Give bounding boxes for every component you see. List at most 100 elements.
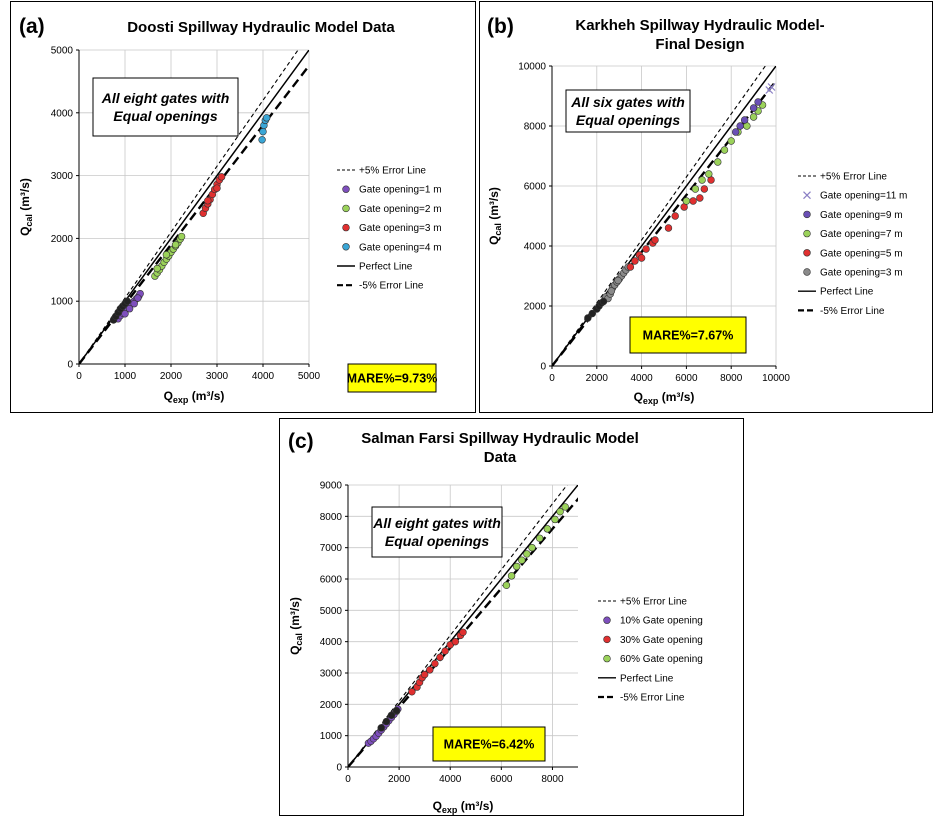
x-tick-label: 3000 bbox=[206, 371, 229, 382]
data-point bbox=[382, 717, 391, 726]
chart-panel-b: (b) Karkheh Spillway Hydraulic Model- Fina… bbox=[479, 1, 933, 413]
legend-label: Gate opening=11 m bbox=[820, 191, 907, 202]
data-point bbox=[123, 297, 132, 305]
legend-marker-swatch bbox=[342, 243, 350, 251]
y-tick-label: 0 bbox=[540, 362, 546, 373]
x-tick-label: 0 bbox=[345, 774, 351, 785]
y-axis-label-sub: cal bbox=[294, 633, 304, 646]
legend-label: Gate opening=5 m bbox=[820, 248, 903, 259]
y-axis-label: Qcal (m³/s) bbox=[18, 178, 34, 236]
x-axis-label-unit: (m³/s) bbox=[658, 390, 694, 404]
x-tick-label: 2000 bbox=[160, 371, 183, 382]
data-point bbox=[731, 128, 740, 136]
y-axis-label-main: Q bbox=[288, 646, 302, 655]
y-tick-label: 3000 bbox=[320, 669, 343, 680]
annotation-text: All six gates with bbox=[570, 94, 685, 110]
panel-label: (b) bbox=[487, 15, 514, 38]
data-point bbox=[512, 562, 521, 571]
plot-area bbox=[79, 50, 309, 364]
y-axis-label-unit: (m³/s) bbox=[288, 597, 302, 633]
x-tick-label: 6000 bbox=[675, 373, 698, 384]
annotation-text: All eight gates with bbox=[101, 90, 230, 106]
data-point bbox=[134, 294, 142, 302]
legend-marker-swatch bbox=[603, 654, 611, 663]
y-axis-label-sub: cal bbox=[24, 214, 34, 227]
annotation-box bbox=[565, 89, 691, 133]
legend-marker-swatch bbox=[803, 249, 811, 257]
data-point bbox=[259, 127, 267, 136]
data-point bbox=[177, 232, 186, 241]
data-point bbox=[258, 136, 266, 144]
data-point bbox=[740, 116, 749, 124]
x-axis-label-main: Q bbox=[634, 390, 643, 404]
y-tick-label: 3000 bbox=[51, 171, 74, 182]
legend-label: -5% Error Line bbox=[620, 693, 685, 704]
y-tick-label: 1000 bbox=[320, 731, 343, 742]
y-tick-label: 0 bbox=[67, 360, 73, 371]
y-tick-label: 4000 bbox=[51, 108, 74, 119]
legend-label: 30% Gate opening bbox=[620, 635, 703, 646]
chart-title: Final Design bbox=[655, 36, 744, 53]
legend-label: Gate opening=3 m bbox=[820, 268, 903, 279]
data-point bbox=[213, 184, 221, 192]
mare-badge bbox=[629, 316, 747, 354]
y-tick-label: 8000 bbox=[524, 122, 547, 133]
legend-marker-swatch bbox=[342, 223, 350, 232]
data-point bbox=[125, 305, 134, 313]
data-point bbox=[749, 113, 758, 121]
y-tick-label: 9000 bbox=[320, 481, 343, 492]
data-point bbox=[588, 309, 597, 318]
legend-marker-swatch bbox=[342, 204, 350, 213]
legend-label: Gate opening=9 m bbox=[820, 210, 903, 221]
mare-badge bbox=[347, 363, 437, 393]
mare-value: MARE%=7.67% bbox=[643, 329, 734, 343]
chart-title: Karkheh Spillway Hydraulic Model- bbox=[575, 17, 824, 34]
mare-badge bbox=[432, 726, 546, 762]
legend-label: 10% Gate opening bbox=[620, 616, 703, 627]
data-point bbox=[691, 185, 700, 193]
annotation-box bbox=[371, 506, 503, 558]
data-point bbox=[420, 670, 429, 679]
legend-label: Perfect Line bbox=[620, 673, 674, 684]
x-tick-label: 2000 bbox=[388, 774, 411, 785]
data-point bbox=[408, 688, 416, 696]
chart-panel-c: (c) Salman Farsi Spillway Hydraulic Model… bbox=[279, 418, 744, 816]
scatter-chart-a: (a) Doosti Spillway Hydraulic Model Data 0… bbox=[18, 15, 442, 405]
panel-label: (a) bbox=[19, 15, 45, 38]
data-point bbox=[556, 507, 564, 516]
data-point bbox=[561, 503, 569, 511]
x-axis-label: Qexp (m³/s) bbox=[634, 390, 695, 406]
data-point-cross bbox=[765, 86, 774, 94]
data-point bbox=[535, 534, 544, 542]
mare-value: MARE%=6.42% bbox=[444, 738, 535, 752]
data-point bbox=[171, 240, 180, 249]
chart-panel-a: (a) Doosti Spillway Hydraulic Model Data 0… bbox=[10, 1, 476, 413]
y-tick-label: 1000 bbox=[51, 297, 74, 308]
legend-marker-swatch bbox=[803, 268, 811, 276]
plot-area bbox=[552, 66, 776, 366]
annotation-text: Equal openings bbox=[385, 533, 489, 549]
x-axis-label-sub: exp bbox=[643, 396, 659, 406]
legend-label: -5% Error Line bbox=[820, 306, 885, 317]
annotation-box bbox=[92, 77, 239, 137]
data-point bbox=[204, 197, 212, 205]
y-axis-label-main: Q bbox=[487, 236, 501, 245]
data-point bbox=[696, 194, 704, 202]
data-point bbox=[749, 104, 758, 112]
data-point bbox=[153, 264, 161, 273]
y-axis-label: Qcal (m³/s) bbox=[487, 187, 503, 245]
data-point bbox=[689, 197, 697, 205]
y-tick-label: 0 bbox=[336, 763, 342, 774]
data-point bbox=[459, 628, 467, 636]
plus5-error-line bbox=[348, 485, 568, 767]
legend-marker-swatch bbox=[603, 616, 611, 624]
data-point bbox=[518, 556, 526, 564]
y-tick-label: 6000 bbox=[320, 575, 343, 586]
data-point bbox=[436, 653, 444, 662]
legend-label: -5% Error Line bbox=[359, 281, 424, 292]
legend-label: Gate opening=7 m bbox=[820, 229, 903, 240]
plot-area bbox=[348, 485, 578, 767]
data-point bbox=[217, 173, 226, 181]
data-point bbox=[736, 122, 744, 130]
x-axis-label: Qexp (m³/s) bbox=[433, 799, 494, 815]
